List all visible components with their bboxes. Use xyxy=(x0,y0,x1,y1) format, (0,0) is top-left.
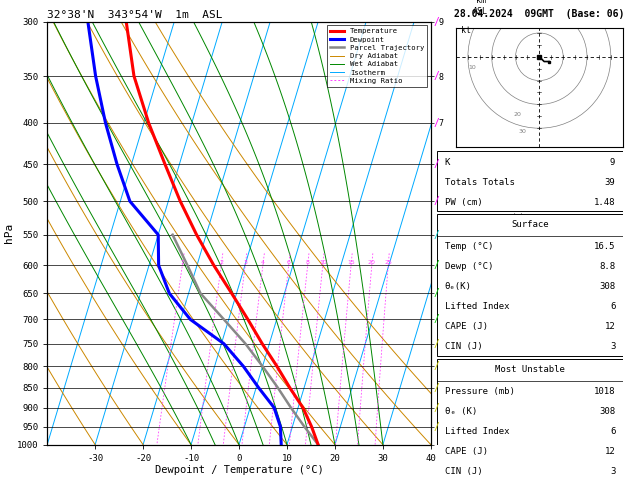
Text: /: / xyxy=(434,314,440,325)
X-axis label: Dewpoint / Temperature (°C): Dewpoint / Temperature (°C) xyxy=(155,466,323,475)
Text: Most Unstable: Most Unstable xyxy=(495,365,565,374)
Text: /: / xyxy=(434,159,440,169)
Text: 3: 3 xyxy=(610,467,615,476)
Text: 39: 39 xyxy=(604,177,615,187)
Text: Pressure (mb): Pressure (mb) xyxy=(445,387,515,396)
Text: Temp (°C): Temp (°C) xyxy=(445,243,493,251)
Text: 16.5: 16.5 xyxy=(594,243,615,251)
Text: /: / xyxy=(434,230,440,240)
Text: Dewp (°C): Dewp (°C) xyxy=(445,262,493,271)
Text: 6: 6 xyxy=(287,260,291,265)
Text: θₑ(K): θₑ(K) xyxy=(445,282,472,292)
Text: 9: 9 xyxy=(610,157,615,167)
Text: Lifted Index: Lifted Index xyxy=(445,427,509,436)
Text: /: / xyxy=(434,361,440,371)
Text: 25: 25 xyxy=(384,260,392,265)
Text: /: / xyxy=(434,382,440,393)
Text: 30: 30 xyxy=(519,129,526,134)
Text: /: / xyxy=(434,71,440,81)
Text: 3: 3 xyxy=(243,260,247,265)
Text: 4: 4 xyxy=(261,260,265,265)
Text: Totals Totals: Totals Totals xyxy=(445,177,515,187)
Bar xyxy=(437,359,623,481)
Text: km
ASL: km ASL xyxy=(473,0,488,16)
Text: 6: 6 xyxy=(610,427,615,436)
Text: Lifted Index: Lifted Index xyxy=(445,302,509,312)
Legend: Temperature, Dewpoint, Parcel Trajectory, Dry Adiabat, Wet Adiabat, Isotherm, Mi: Temperature, Dewpoint, Parcel Trajectory… xyxy=(327,25,427,87)
Text: θₑ (K): θₑ (K) xyxy=(445,407,477,416)
Text: 1018: 1018 xyxy=(594,387,615,396)
Text: /: / xyxy=(434,403,440,413)
Text: CIN (J): CIN (J) xyxy=(445,342,482,351)
Text: 20: 20 xyxy=(368,260,376,265)
Text: 15: 15 xyxy=(347,260,355,265)
Text: /: / xyxy=(434,17,440,27)
Y-axis label: hPa: hPa xyxy=(4,223,14,243)
Text: /: / xyxy=(434,196,440,206)
Text: /: / xyxy=(434,288,440,298)
Bar xyxy=(437,484,623,486)
Text: 12: 12 xyxy=(604,322,615,331)
Text: 1.48: 1.48 xyxy=(594,197,615,207)
Text: /: / xyxy=(434,260,440,270)
Bar xyxy=(437,214,623,356)
Text: /: / xyxy=(434,118,440,128)
Text: CIN (J): CIN (J) xyxy=(445,467,482,476)
Text: /: / xyxy=(434,339,440,348)
Bar xyxy=(437,151,623,211)
Text: 1: 1 xyxy=(181,260,184,265)
Text: 308: 308 xyxy=(599,282,615,292)
Text: 3: 3 xyxy=(610,342,615,351)
Text: kt: kt xyxy=(461,26,470,35)
Text: 12: 12 xyxy=(604,447,615,456)
Text: 20: 20 xyxy=(514,112,522,117)
Text: Mixing Ratio (g/kg): Mixing Ratio (g/kg) xyxy=(515,186,525,281)
Text: 2: 2 xyxy=(219,260,223,265)
Text: 10: 10 xyxy=(469,65,477,69)
Text: 28.04.2024  09GMT  (Base: 06): 28.04.2024 09GMT (Base: 06) xyxy=(454,9,625,19)
Text: 308: 308 xyxy=(599,407,615,416)
Text: Surface: Surface xyxy=(511,221,548,229)
Text: PW (cm): PW (cm) xyxy=(445,197,482,207)
Text: /: / xyxy=(434,422,440,432)
Text: CAPE (J): CAPE (J) xyxy=(445,322,487,331)
Text: 8: 8 xyxy=(306,260,309,265)
Text: 32°38'N  343°54'W  1m  ASL: 32°38'N 343°54'W 1m ASL xyxy=(47,10,223,20)
Text: 6: 6 xyxy=(610,302,615,312)
Text: K: K xyxy=(445,157,450,167)
Text: 10: 10 xyxy=(319,260,326,265)
Text: 8.8: 8.8 xyxy=(599,262,615,271)
Text: CAPE (J): CAPE (J) xyxy=(445,447,487,456)
